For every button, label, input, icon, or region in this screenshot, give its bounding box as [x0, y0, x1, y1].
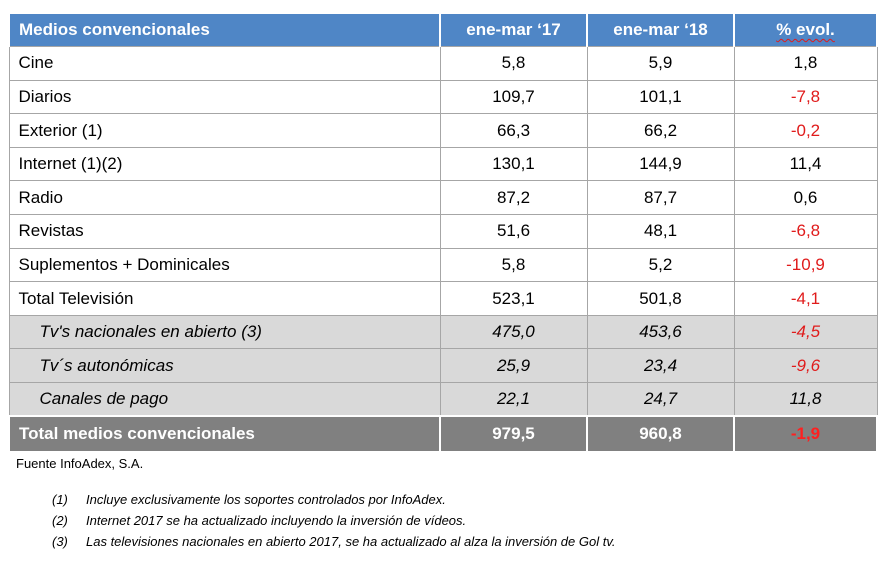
media-investment-table: Medios convencionales ene-mar ‘17 ene-ma…: [8, 12, 878, 454]
row-evolution: 1,8: [733, 46, 878, 81]
subrow-evolution: -4,5: [733, 314, 878, 350]
row-evolution: 11,4: [733, 146, 878, 182]
table-total-row: Total medios convencionales 979,5 960,8 …: [8, 415, 878, 454]
header-period-2017: ene-mar ‘17: [439, 12, 588, 48]
row-value-2018: 5,9: [586, 46, 735, 81]
subrow-value-2018: 24,7: [586, 382, 735, 417]
table-row: Total Televisión 523,1 501,8 -4,1: [8, 281, 878, 316]
total-evolution: -1,9: [733, 415, 878, 454]
header-medios: Medios convencionales: [8, 12, 441, 48]
total-value-2018: 960,8: [586, 415, 735, 454]
row-value-2018: 5,2: [586, 247, 735, 283]
row-value-2018: 87,7: [586, 180, 735, 216]
subrow-value-2017: 475,0: [439, 314, 588, 350]
table-row: Suplementos + Dominicales 5,8 5,2 -10,9: [8, 247, 878, 283]
footnote: (3) Las televisiones nacionales en abier…: [52, 534, 615, 555]
row-label: Suplementos + Dominicales: [8, 247, 441, 283]
row-value-2018: 501,8: [586, 281, 735, 316]
row-evolution: -0,2: [733, 113, 878, 148]
source-caption: Fuente InfoAdex, S.A.: [16, 456, 144, 471]
row-value-2017: 130,1: [439, 146, 588, 182]
row-value-2017: 87,2: [439, 180, 588, 216]
table-row: Diarios 109,7 101,1 -7,8: [8, 79, 878, 115]
footnote-number: (1): [52, 492, 68, 507]
subrow-evolution: 11,8: [733, 382, 878, 417]
subrow-value-2017: 25,9: [439, 348, 588, 384]
table-header-row: Medios convencionales ene-mar ‘17 ene-ma…: [8, 12, 878, 48]
row-label: Radio: [8, 180, 441, 216]
subrow-label: Tv's nacionales en abierto (3): [8, 314, 441, 350]
row-value-2017: 66,3: [439, 113, 588, 148]
total-label: Total medios convencionales: [8, 415, 441, 454]
table-row: Revistas 51,6 48,1 -6,8: [8, 214, 878, 249]
row-evolution: -7,8: [733, 79, 878, 115]
footnote: (1) Incluye exclusivamente los soportes …: [52, 492, 615, 513]
subrow-label: Canales de pago: [8, 382, 441, 417]
row-evolution: -6,8: [733, 214, 878, 249]
footnote-text: Incluye exclusivamente los soportes cont…: [86, 492, 446, 507]
row-value-2017: 5,8: [439, 46, 588, 81]
header-evolution: % evol.: [733, 12, 878, 48]
footnote: (2) Internet 2017 se ha actualizado incl…: [52, 513, 615, 534]
table-row: Exterior (1) 66,3 66,2 -0,2: [8, 113, 878, 148]
footnote-text: Internet 2017 se ha actualizado incluyen…: [86, 513, 467, 528]
table-subrow: Tv´s autonómicas 25,9 23,4 -9,6: [8, 348, 878, 384]
row-label: Exterior (1): [8, 113, 441, 148]
table-row: Cine 5,8 5,9 1,8: [8, 46, 878, 81]
footnote-text: Las televisiones nacionales en abierto 2…: [86, 534, 616, 549]
row-value-2018: 101,1: [586, 79, 735, 115]
row-value-2018: 66,2: [586, 113, 735, 148]
row-label: Cine: [8, 46, 441, 81]
subrow-value-2017: 22,1: [439, 382, 588, 417]
row-value-2017: 51,6: [439, 214, 588, 249]
row-value-2017: 5,8: [439, 247, 588, 283]
row-value-2017: 109,7: [439, 79, 588, 115]
row-label: Revistas: [8, 214, 441, 249]
footnote-number: (2): [52, 513, 68, 528]
subrow-label: Tv´s autonómicas: [8, 348, 441, 384]
header-period-2018: ene-mar ‘18: [586, 12, 735, 48]
table-row: Internet (1)(2) 130,1 144,9 11,4: [8, 146, 878, 182]
header-evolution-label: % evol.: [776, 20, 835, 40]
row-value-2018: 48,1: [586, 214, 735, 249]
row-evolution: 0,6: [733, 180, 878, 216]
subrow-evolution: -9,6: [733, 348, 878, 384]
row-evolution: -4,1: [733, 281, 878, 316]
table-subrow: Canales de pago 22,1 24,7 11,8: [8, 382, 878, 417]
footnote-number: (3): [52, 534, 68, 549]
row-label: Diarios: [8, 79, 441, 115]
table-subrow: Tv's nacionales en abierto (3) 475,0 453…: [8, 314, 878, 350]
total-value-2017: 979,5: [439, 415, 588, 454]
subrow-value-2018: 453,6: [586, 314, 735, 350]
row-value-2018: 144,9: [586, 146, 735, 182]
row-label: Total Televisión: [8, 281, 441, 316]
media-investment-table-container: Medios convencionales ene-mar ‘17 ene-ma…: [8, 12, 878, 454]
subrow-value-2018: 23,4: [586, 348, 735, 384]
row-value-2017: 523,1: [439, 281, 588, 316]
table-row: Radio 87,2 87,7 0,6: [8, 180, 878, 216]
footnotes: (1) Incluye exclusivamente los soportes …: [52, 492, 615, 555]
row-label: Internet (1)(2): [8, 146, 441, 182]
row-evolution: -10,9: [733, 247, 878, 283]
